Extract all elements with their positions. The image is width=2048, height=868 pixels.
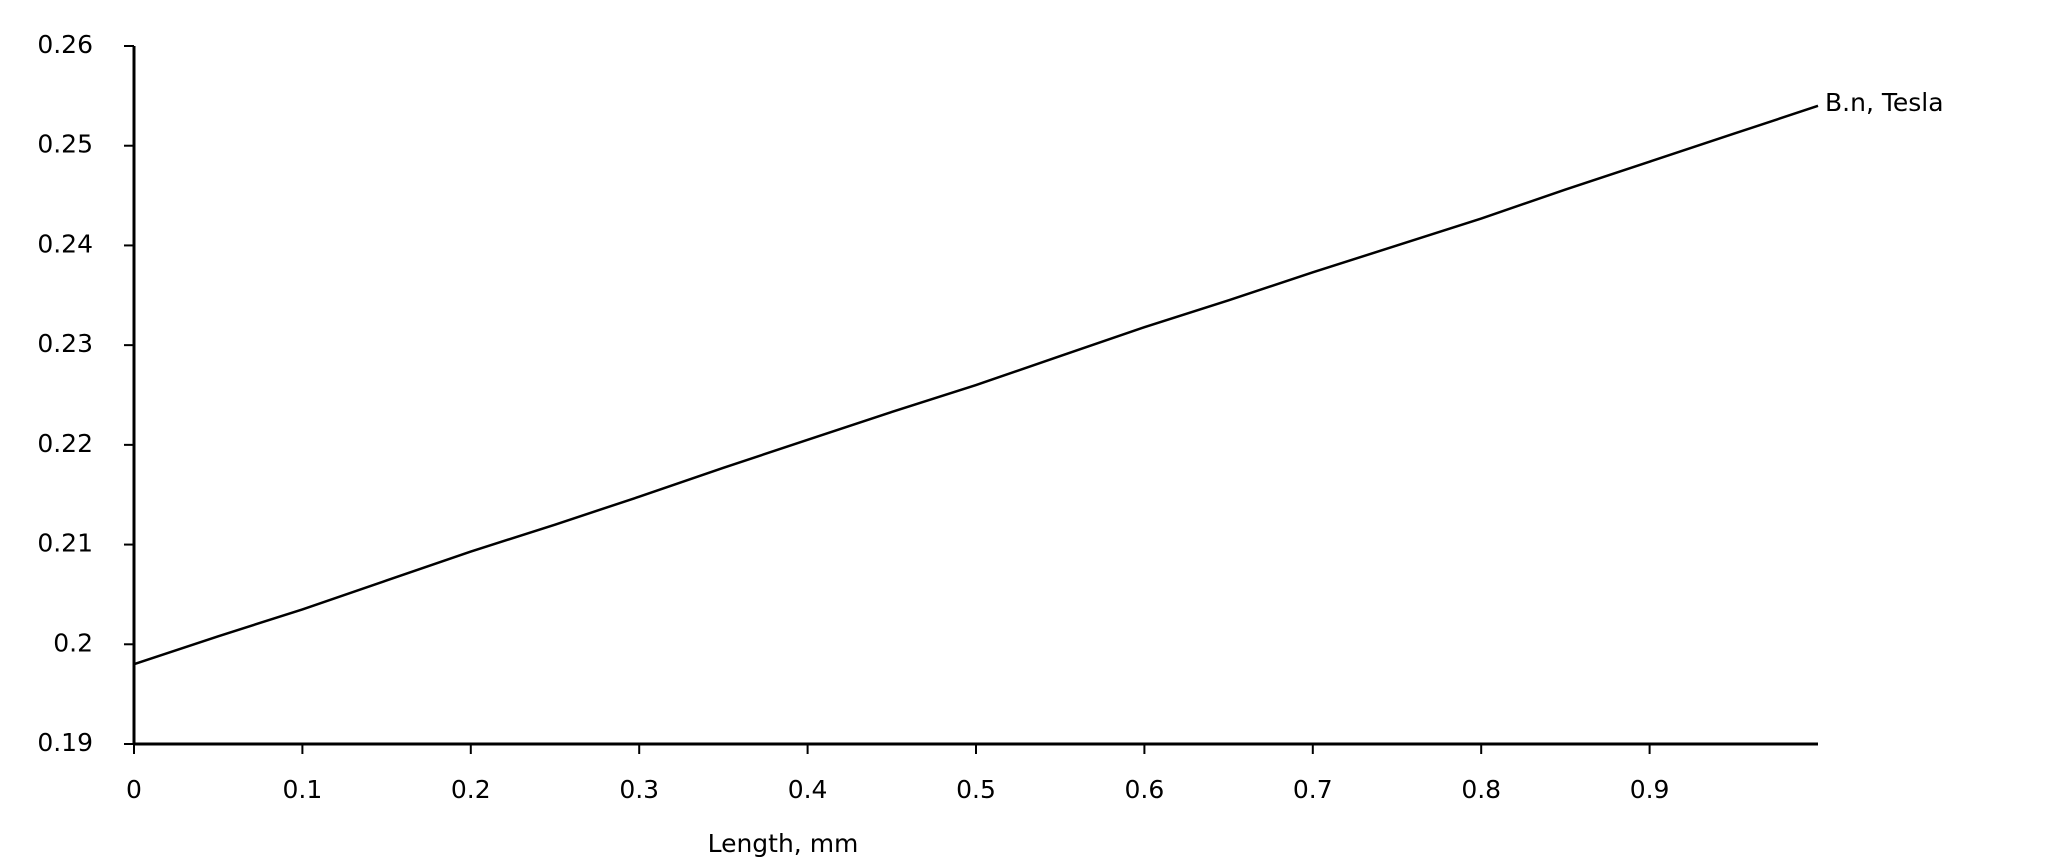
x-tick-label: 0.9: [1630, 775, 1670, 804]
x-tick-label: 0.4: [788, 775, 828, 804]
y-tick-label: 0.19: [37, 728, 93, 757]
y-tick-label: 0.24: [37, 229, 93, 258]
y-tick-label: 0.21: [37, 529, 93, 558]
line-series: [133, 104, 1819, 666]
y-tick-label: 0.26: [37, 30, 93, 59]
x-tick-label: 0.7: [1293, 775, 1333, 804]
x-tick-label: 0.2: [451, 775, 491, 804]
series-label: B.n, Tesla: [1825, 88, 1944, 117]
y-tick-label: 0.22: [37, 429, 93, 458]
y-tick-label: 0.25: [37, 130, 93, 159]
x-tick-label: 0: [126, 775, 142, 804]
y-tick-label: 0.23: [37, 329, 93, 358]
x-tick-label: 0.1: [283, 775, 323, 804]
x-axis-label: Length, mm: [708, 829, 859, 858]
x-tick-label: 0.5: [956, 775, 996, 804]
y-tick-label: 0.2: [53, 628, 93, 657]
x-tick-label: 0.8: [1461, 775, 1501, 804]
x-tick-label: 0.6: [1125, 775, 1165, 804]
x-tick-label: 0.3: [619, 775, 659, 804]
